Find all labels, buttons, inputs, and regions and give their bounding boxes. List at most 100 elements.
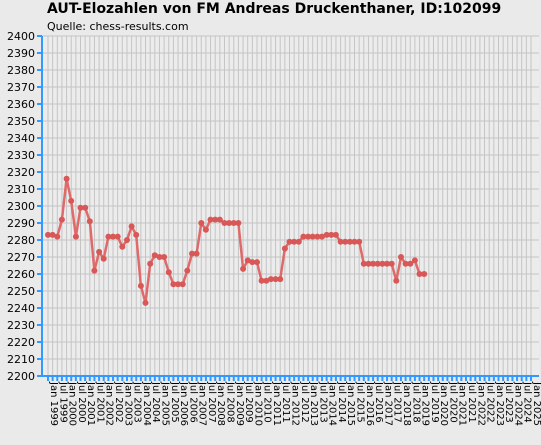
x-tick-label: Jan 2009: [234, 381, 245, 426]
data-point: [384, 260, 390, 267]
data-point: [128, 223, 135, 230]
data-point: [249, 259, 256, 266]
data-point: [202, 226, 209, 233]
data-point: [226, 220, 233, 226]
data-point: [207, 216, 214, 223]
x-tick-label: Jan 2005: [159, 381, 170, 426]
data-point: [337, 238, 344, 245]
x-tick-label: Jan 2012: [290, 381, 301, 426]
x-tick-label: Jul 2010: [262, 381, 273, 423]
data-point: [72, 233, 79, 240]
x-tick-label: Jan 2016: [364, 381, 375, 426]
data-point: [221, 220, 228, 226]
data-point: [319, 233, 325, 240]
data-point: [323, 231, 330, 238]
x-tick-label: Jul 2012: [299, 381, 310, 423]
y-tick-label: 2270: [7, 251, 35, 264]
x-tick-label: Jul 2022: [485, 381, 496, 423]
data-point: [68, 197, 75, 204]
x-tick-label: Jul 2019: [429, 381, 440, 423]
data-point: [291, 238, 298, 245]
data-point: [165, 269, 172, 276]
y-tick-label: 2250: [7, 285, 35, 298]
data-point: [346, 238, 353, 245]
data-point: [342, 238, 349, 245]
data-point: [244, 257, 251, 264]
y-tick-label: 2240: [7, 302, 35, 315]
x-tick-label: Jan 2002: [104, 381, 115, 426]
data-point: [151, 252, 158, 259]
x-tick-label: Jul 2006: [187, 381, 198, 423]
chart-title: AUT-Elozahlen von FM Andreas Druckenthan…: [47, 1, 502, 17]
data-point: [254, 259, 260, 266]
data-point: [105, 233, 112, 240]
x-tick-label: Jan 2022: [475, 381, 486, 426]
x-tick-label: Jul 2016: [373, 381, 384, 423]
x-tick-label: Jan 2007: [197, 381, 208, 426]
data-point: [332, 231, 339, 238]
y-tick-label: 2300: [7, 200, 35, 213]
x-tick-label: Jul 2003: [132, 381, 143, 423]
x-tick-label: Jul 2018: [410, 381, 421, 423]
data-point: [193, 250, 200, 257]
x-tick-label: Jan 2011: [271, 381, 282, 426]
x-tick-label: Jan 2001: [85, 381, 96, 426]
data-point: [58, 216, 65, 223]
x-tick-label: Jul 2007: [206, 381, 217, 423]
data-point: [179, 281, 186, 288]
x-tick-label: Jan 2014: [327, 381, 338, 426]
data-point: [351, 238, 358, 245]
data-point: [82, 204, 89, 211]
x-tick-label: Jul 2013: [317, 381, 328, 423]
data-point: [398, 254, 404, 260]
data-point: [63, 175, 70, 182]
x-tick-label: Jul 2020: [447, 381, 458, 423]
x-tick-label: Jul 2001: [94, 381, 105, 423]
data-point: [267, 276, 274, 283]
y-tick-label: 2350: [7, 115, 35, 128]
data-point: [309, 233, 316, 240]
x-tick-label: Jan 2006: [178, 381, 189, 426]
x-tick-label: Jan 2013: [308, 381, 319, 426]
x-tick-label: Jul 2017: [392, 381, 403, 423]
data-point: [393, 277, 400, 284]
data-point: [110, 233, 116, 240]
x-tick-label: Jan 2025: [531, 381, 541, 426]
data-point: [402, 260, 409, 267]
x-tick-label: Jul 2009: [243, 381, 254, 423]
data-point: [360, 260, 367, 267]
y-tick-label: 2360: [7, 98, 35, 111]
x-tick-label: Jan 2023: [494, 381, 505, 426]
x-tick-label: Jan 2020: [438, 381, 449, 426]
data-point: [421, 271, 428, 277]
y-tick-label: 2280: [7, 234, 35, 247]
x-tick-label: Jan 2003: [122, 381, 133, 426]
data-point: [305, 233, 312, 240]
y-tick-label: 2210: [7, 353, 35, 366]
y-tick-label: 2370: [7, 81, 35, 94]
data-point: [119, 243, 126, 250]
x-tick-label: Jul 2002: [113, 381, 124, 423]
data-point: [198, 220, 205, 226]
x-tick-label: Jan 2004: [141, 381, 152, 426]
x-tick-label: Jul 2023: [503, 381, 514, 423]
y-tick-label: 2400: [7, 30, 35, 43]
data-point: [86, 218, 93, 225]
x-tick-label: Jan 1999: [48, 381, 59, 426]
data-point: [184, 267, 191, 274]
data-point: [96, 248, 103, 255]
y-tick-label: 2320: [7, 166, 35, 179]
x-tick-label: Jan 2018: [401, 381, 412, 426]
data-point: [272, 276, 279, 283]
data-point: [300, 233, 307, 240]
data-point: [170, 281, 177, 288]
y-tick-label: 2340: [7, 132, 35, 145]
data-point: [416, 271, 423, 277]
y-tick-label: 2260: [7, 268, 35, 281]
data-point: [374, 260, 381, 267]
y-tick-label: 2290: [7, 217, 35, 230]
data-point: [365, 260, 372, 267]
data-point: [240, 265, 247, 272]
x-tick-label: Jan 2000: [67, 381, 78, 426]
